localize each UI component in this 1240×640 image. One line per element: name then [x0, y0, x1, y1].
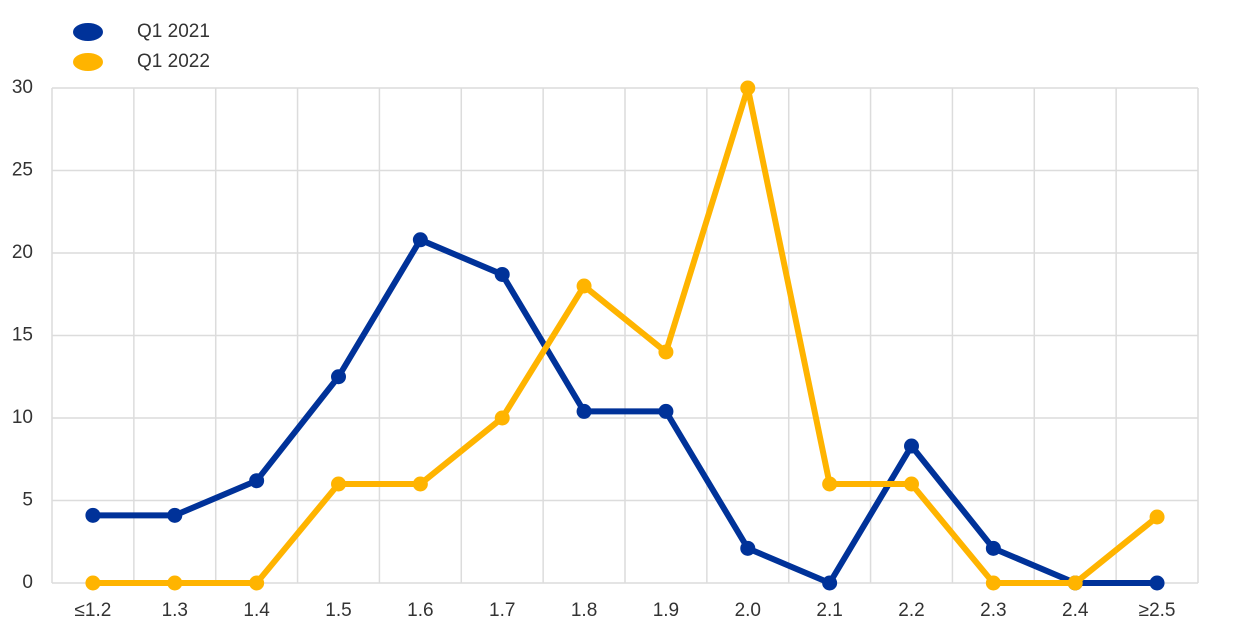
point — [1149, 575, 1165, 591]
point — [167, 575, 183, 591]
x-tick-label: 2.0 — [735, 600, 761, 621]
x-tick-label: 2.1 — [816, 600, 842, 621]
x-tick-label: 2.2 — [898, 600, 924, 621]
y-tick-label: 15 — [12, 325, 33, 346]
y-tick-label: 20 — [12, 242, 33, 263]
point — [331, 476, 346, 492]
point — [822, 575, 838, 591]
point — [85, 507, 101, 523]
point — [412, 232, 428, 248]
x-tick-label: 1.3 — [162, 600, 188, 621]
legend-swatch — [73, 23, 103, 41]
point — [249, 473, 265, 489]
series-line — [92, 85, 1159, 586]
point — [985, 540, 1001, 556]
x-tick-label: 1.9 — [653, 600, 679, 621]
point — [904, 476, 919, 492]
x-tick-label: ≥2.5 — [1139, 600, 1176, 621]
y-tick-label: 30 — [12, 77, 33, 98]
legend-label: Q1 2022 — [137, 51, 210, 72]
point — [740, 540, 756, 556]
x-tick-label: 1.4 — [243, 600, 270, 621]
y-tick-label: 0 — [22, 572, 33, 593]
x-tick-label: 1.6 — [407, 600, 433, 621]
point — [412, 476, 428, 492]
x-tick-label: 1.7 — [489, 600, 515, 621]
legend-label: Q1 2021 — [137, 21, 210, 42]
point — [85, 575, 101, 591]
x-tick-label: 2.3 — [980, 600, 1006, 621]
y-tick-label: 25 — [12, 160, 33, 181]
point — [1149, 509, 1165, 525]
point — [904, 438, 919, 454]
point — [494, 266, 510, 282]
point — [494, 410, 510, 426]
point — [740, 80, 756, 96]
point — [167, 507, 183, 523]
y-tick-label: 10 — [12, 407, 33, 428]
point — [576, 403, 592, 419]
legend-swatch — [73, 53, 103, 71]
point — [658, 403, 674, 419]
x-tick-label: 1.5 — [325, 600, 351, 621]
point — [658, 344, 674, 360]
point — [249, 575, 265, 591]
series-line — [92, 236, 1158, 586]
point — [1067, 575, 1083, 591]
x-tick-label: 2.4 — [1062, 600, 1089, 621]
y-tick-label: 5 — [22, 490, 33, 511]
point — [985, 575, 1001, 591]
point — [822, 476, 838, 492]
point — [331, 369, 346, 385]
x-tick-label: ≤1.2 — [75, 600, 112, 621]
x-tick-label: 1.8 — [571, 600, 597, 621]
point — [576, 278, 592, 294]
